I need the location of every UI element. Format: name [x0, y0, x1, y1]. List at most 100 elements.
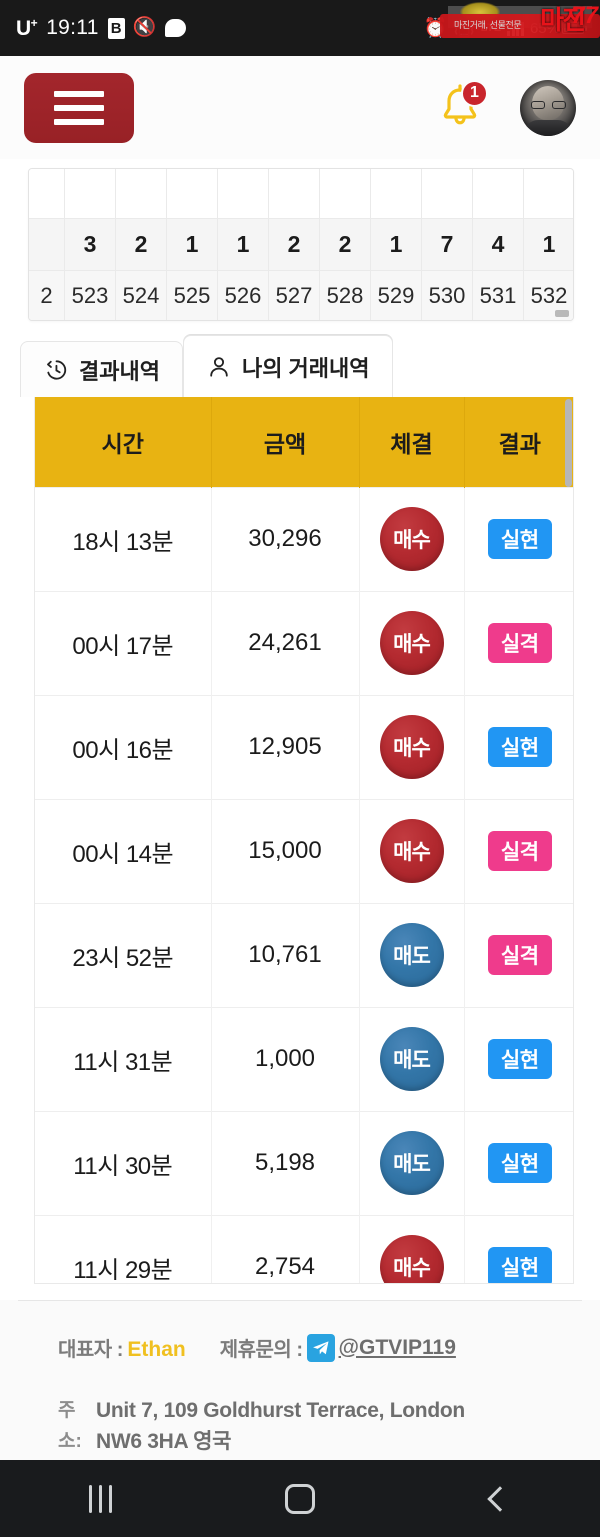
android-nav-bar: [0, 1460, 600, 1537]
trades-table-header-row: 시간 금액 체결 결과: [35, 397, 573, 487]
cell-result: 실격: [464, 902, 573, 1007]
cell-time: 00시 17분: [35, 590, 212, 695]
avatar-glasses: [531, 100, 566, 109]
cell-result: 실격: [464, 590, 573, 695]
address-label-line2: 소:: [58, 1431, 82, 1452]
horizontal-scrollbar-thumb[interactable]: [555, 310, 569, 317]
table-row[interactable]: 00시 14분 15,000 매수 실격: [35, 798, 573, 903]
notification-badge: 1: [461, 79, 488, 107]
hamburger-line: [54, 90, 104, 97]
cell-order: 매수: [359, 798, 465, 903]
home-button[interactable]: [250, 1460, 350, 1537]
alarm-icon: ⏰: [423, 18, 448, 39]
person-icon: [210, 356, 228, 377]
rounds-grid-cell: [116, 169, 167, 219]
tab-my-trade-history-label: 나의 거래내역: [241, 355, 370, 381]
back-button[interactable]: [450, 1460, 550, 1537]
rounds-grid-cell: 531: [473, 271, 524, 320]
rounds-grid-cell: 523: [65, 271, 116, 320]
cell-time: 00시 16분: [35, 694, 212, 799]
battery-indicator: 65%: [530, 20, 587, 37]
status-bar-right: ⏰ 📳 LTE 65%: [423, 16, 587, 40]
hamburger-line: [54, 118, 104, 125]
rounds-grid-round-row: 2 523 524 525 526 527 528 529 530 531 532: [29, 271, 573, 320]
representative-label: 대표자 :: [58, 1339, 123, 1361]
rounds-grid-cell: 528: [320, 271, 371, 320]
table-row[interactable]: 23시 52분 10,761 매도 실격: [35, 902, 573, 1007]
table-row[interactable]: 11시 31분 1,000 매도 실현: [35, 1006, 573, 1111]
rounds-grid-cell: 1: [524, 219, 573, 271]
rounds-grid-cell: 3: [65, 219, 116, 271]
hamburger-line: [54, 104, 104, 111]
table-row[interactable]: 11시 29분 2,754 매수 실현: [35, 1214, 573, 1283]
status-badge: 실현: [487, 1143, 552, 1183]
carrier-label: U+: [16, 15, 38, 41]
representative-name: Ethan: [127, 1338, 186, 1361]
vertical-scrollbar-thumb[interactable]: [565, 399, 572, 487]
status-badge: 실현: [487, 727, 552, 767]
table-row[interactable]: 18시 13분 30,296 매수 실현: [35, 486, 573, 591]
recents-icon: [88, 1484, 112, 1513]
telegram-handle-link[interactable]: @GTVIP119: [338, 1335, 456, 1359]
address-label: 주 소:: [58, 1395, 82, 1457]
rounds-grid-cell: [29, 219, 65, 271]
table-row[interactable]: 00시 17분 24,261 매수 실격: [35, 590, 573, 695]
rounds-grid-blank-row: [29, 169, 573, 219]
cell-amount: 24,261: [211, 590, 360, 695]
status-badge: 실격: [487, 831, 552, 871]
rounds-grid-cell: [218, 169, 269, 219]
cell-amount: 30,296: [211, 486, 360, 591]
buy-badge: 매수: [379, 611, 444, 675]
partner-inquiry-label: 제휴문의 :: [219, 1339, 303, 1361]
vibrate-icon: 📳: [453, 18, 475, 37]
sell-badge: 매도: [379, 923, 444, 987]
cell-result: 실현: [464, 694, 573, 799]
buy-badge: 매수: [379, 1235, 444, 1283]
rounds-grid-cell: 4: [473, 219, 524, 271]
carrier-sup: +: [30, 15, 38, 30]
avatar[interactable]: [520, 79, 576, 136]
sell-badge: 매도: [379, 1131, 444, 1195]
notification-bell-button[interactable]: 1: [436, 79, 490, 136]
rounds-grid-cell: 529: [371, 271, 422, 320]
address-text: Unit 7, 109 Goldhurst Terrace, London NW…: [96, 1395, 465, 1457]
rounds-grid-cell: 1: [371, 219, 422, 271]
cell-time: 11시 29분: [35, 1214, 212, 1283]
cell-order: 매도: [359, 1006, 465, 1111]
table-row[interactable]: 00시 16분 12,905 매수 실현: [35, 694, 573, 799]
column-header-result: 결과: [464, 397, 573, 487]
cell-amount: 5,198: [211, 1110, 360, 1215]
cell-amount: 10,761: [211, 902, 360, 1007]
cell-amount: 2,754: [211, 1214, 360, 1283]
buy-badge: 매수: [379, 715, 444, 779]
rounds-grid-cell: 2: [269, 219, 320, 271]
cell-time: 00시 14분: [35, 798, 212, 903]
app-header: 1: [0, 56, 600, 159]
partner-inquiry-block: 제휴문의 : @GTVIP119: [220, 1333, 456, 1362]
address-line1: Unit 7, 109 Goldhurst Terrace, London: [96, 1399, 465, 1422]
cell-amount: 15,000: [211, 798, 360, 903]
cell-result: 실격: [464, 798, 573, 903]
representative-block: 대표자 : Ethan: [58, 1333, 186, 1362]
hamburger-menu-button[interactable]: [24, 72, 134, 143]
status-badge: 실격: [487, 623, 552, 663]
telegram-icon[interactable]: [306, 1333, 335, 1362]
trades-table-container[interactable]: 시간 금액 체결 결과 18시 13분 30,296 매수 실현 00시 17분 24,2…: [34, 397, 574, 1284]
cell-result: 실현: [464, 486, 573, 591]
android-status-bar: U+ 19:11 B 🔇 ⏰ 📳 LTE 65% 마진거래, 선물전문 마진 7…: [0, 0, 600, 56]
cell-order: 매수: [359, 590, 465, 695]
cell-result: 실현: [464, 1214, 573, 1283]
avatar-body: [524, 119, 572, 136]
clock-history-icon: [47, 359, 67, 380]
back-icon: [487, 1485, 513, 1512]
rounds-grid-cell: [371, 169, 422, 219]
battery-icon: [562, 22, 587, 34]
recents-button[interactable]: [50, 1460, 150, 1537]
band-logo-icon: B: [107, 17, 125, 39]
rounds-grid-cell: 2: [116, 219, 167, 271]
tab-result-history[interactable]: 결과내역: [20, 341, 183, 397]
table-row[interactable]: 11시 30분 5,198 매도 실현: [35, 1110, 573, 1215]
tab-my-trade-history[interactable]: 나의 거래내역: [182, 335, 393, 397]
